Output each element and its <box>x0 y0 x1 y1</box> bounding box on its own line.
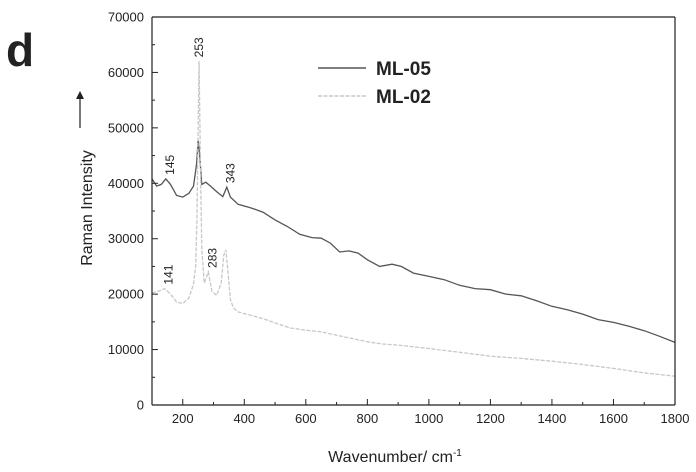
x-tick-label: 600 <box>295 411 317 426</box>
x-tick-label: 200 <box>172 411 194 426</box>
y-tick-label: 60000 <box>108 65 144 80</box>
y-tick-label: 0 <box>137 398 144 413</box>
peak-label: 283 <box>205 248 219 268</box>
series-line-ml-05 <box>151 140 676 344</box>
x-axis-label: Wavenumber/ cm-1 <box>328 448 462 466</box>
x-tick-label: 1800 <box>661 411 690 426</box>
legend-label-ml-02: ML-02 <box>376 87 431 108</box>
x-axis-label-text: Wavenumber/ cm <box>328 449 453 466</box>
x-tick-label: 1600 <box>599 411 628 426</box>
annotation-layer: 253 145 343 141 283 <box>162 37 238 285</box>
x-axis-label-superscript: -1 <box>453 448 462 459</box>
peak-label: 145 <box>163 155 177 175</box>
axis-layer: 200 400 600 800 1000 1200 1400 1600 1800 0 10000 20… <box>108 10 690 427</box>
series-line-ml-02 <box>151 61 676 377</box>
y-tick-label: 10000 <box>108 342 144 357</box>
y-tick-label: 70000 <box>108 10 144 25</box>
series-layer <box>151 61 676 377</box>
panel-label: d <box>6 24 34 76</box>
x-tick-label: 1200 <box>476 411 505 426</box>
y-tick-label: 40000 <box>108 176 144 191</box>
x-tick-label: 1400 <box>537 411 566 426</box>
y-axis-arrow-head <box>76 91 84 99</box>
y-axis-label-group: Raman Intensity <box>76 91 96 266</box>
legend: ML-05 ML-02 <box>318 59 431 108</box>
peak-label: 253 <box>192 37 206 57</box>
y-axis-label: Raman Intensity <box>79 150 96 266</box>
y-tick-label: 20000 <box>108 287 144 302</box>
peak-label: 343 <box>224 163 238 183</box>
x-tick-label: 400 <box>233 411 255 426</box>
y-tick-label: 30000 <box>108 231 144 246</box>
x-tick-label: 1000 <box>414 411 443 426</box>
peak-label: 141 <box>162 264 176 284</box>
legend-label-ml-05: ML-05 <box>376 59 431 80</box>
y-tick-label: 50000 <box>108 120 144 135</box>
x-tick-label: 800 <box>357 411 379 426</box>
